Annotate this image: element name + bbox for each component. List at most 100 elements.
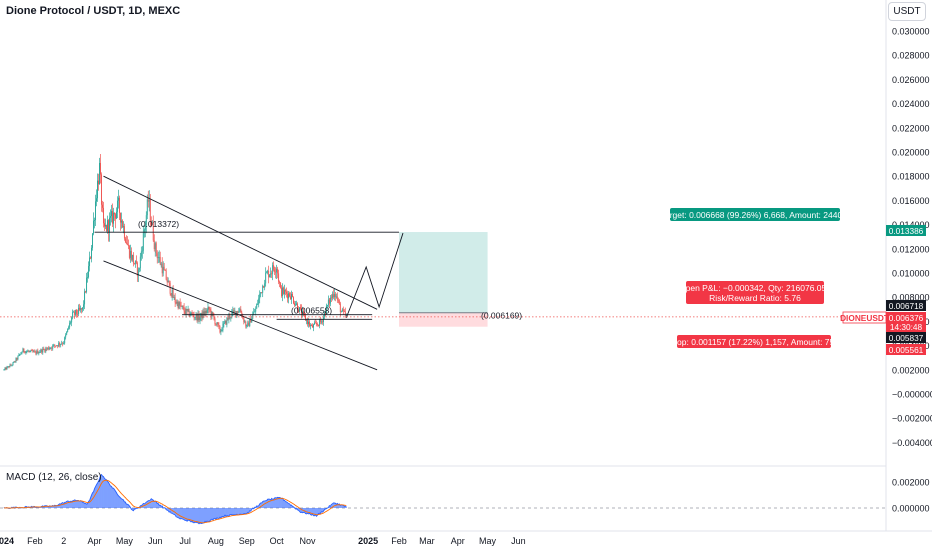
candle-body — [182, 305, 184, 308]
candle-body — [319, 319, 321, 322]
currency-button[interactable]: USDT — [888, 2, 926, 21]
price-badge-label: 0.013386 — [889, 226, 924, 236]
candle-body — [220, 330, 222, 333]
candle-body — [61, 343, 63, 345]
candle-body — [239, 309, 241, 312]
candle-body — [227, 317, 229, 320]
candle-body — [320, 321, 322, 323]
candle-body — [329, 297, 331, 304]
candle-body — [166, 279, 168, 283]
candle-body — [139, 256, 141, 269]
candle-body — [263, 285, 265, 288]
candle-body — [121, 220, 123, 228]
price-tick-label: −0.000000 — [892, 390, 932, 400]
stop-label-bg — [677, 335, 831, 348]
candle-body — [33, 351, 35, 353]
candle-body — [162, 266, 164, 274]
candle-body — [73, 311, 75, 313]
candle-body — [172, 289, 174, 298]
candle-body — [315, 322, 317, 325]
candle-body — [209, 309, 211, 311]
candle-body — [250, 318, 252, 323]
candle-body — [24, 351, 26, 353]
macd-line — [3, 473, 347, 525]
price-tick-label: 0.012000 — [892, 244, 930, 254]
candle-body — [145, 215, 147, 226]
candle-body — [163, 266, 165, 271]
candle-body — [111, 211, 112, 217]
time-axis-label: 2025 — [358, 536, 378, 546]
candle-body — [215, 324, 217, 325]
open-label-line1: Open P&L: −0.000342, Qty: 216076.059 — [679, 283, 831, 293]
candle-body — [296, 303, 297, 305]
candle-body — [269, 274, 271, 278]
candle-body — [178, 302, 180, 309]
candle-body — [7, 366, 9, 368]
price-tick-label: 0.020000 — [892, 148, 930, 158]
candle-body — [62, 343, 64, 345]
candle-body — [333, 294, 335, 298]
candle-body — [193, 315, 195, 318]
candle-body — [167, 280, 169, 283]
candle-body — [65, 334, 67, 338]
candle-body — [49, 348, 51, 350]
candle-body — [170, 293, 172, 296]
candle-body — [341, 309, 343, 312]
candle-body — [141, 250, 143, 252]
candle-body — [94, 220, 95, 221]
candle-body — [159, 256, 161, 265]
target-label: Target: 0.006668 (99.26%) 6,668, Amount:… — [661, 210, 850, 220]
candle-body — [130, 250, 132, 260]
price-tick-label: 0.028000 — [892, 51, 930, 61]
candle-body — [168, 280, 170, 283]
candle-body — [132, 254, 134, 264]
candle-body — [58, 342, 60, 347]
candle-body — [42, 348, 44, 353]
candle-body — [331, 294, 333, 299]
candle-body — [19, 354, 21, 355]
candle-body — [287, 293, 289, 299]
candle-body — [14, 361, 16, 363]
candle-body — [45, 348, 47, 352]
candle-body — [160, 263, 162, 265]
candle-body — [219, 326, 221, 333]
candle-body — [120, 220, 122, 223]
candle-body — [197, 313, 199, 321]
candle-body — [187, 309, 189, 311]
candle-body — [112, 211, 113, 224]
candle-body — [337, 299, 339, 301]
candle-body — [308, 321, 309, 325]
candle-body — [152, 222, 154, 241]
price-tick-label: 0.008000 — [892, 293, 930, 303]
candle-body — [129, 250, 131, 258]
candle-body — [214, 318, 216, 325]
candle-body — [299, 307, 300, 312]
candle-body — [289, 293, 291, 297]
candle-body — [302, 310, 303, 316]
price-tick-label: 0.030000 — [892, 27, 930, 37]
trend-line — [103, 175, 378, 310]
candle-body — [156, 253, 158, 259]
price-badge-bg — [886, 332, 926, 343]
candle-body — [64, 337, 66, 344]
candle-body — [345, 315, 347, 316]
candle-body — [44, 349, 46, 352]
candle-body — [230, 316, 232, 318]
candle-body — [110, 216, 111, 218]
candle-body — [249, 318, 251, 327]
candle-body — [100, 162, 101, 175]
candle-body — [74, 311, 76, 315]
candle-body — [246, 324, 248, 327]
candle-body — [174, 297, 176, 303]
open-label-line2: Risk/Reward Ratio: 5.76 — [709, 293, 801, 303]
candle-body — [107, 220, 108, 231]
candle-body — [9, 364, 11, 368]
candle-body — [86, 277, 88, 292]
stop-label: Stop: 0.001157 (17.22%) 1,157, Amount: 7… — [669, 337, 839, 347]
candle-body — [109, 217, 110, 233]
candle-body — [10, 364, 12, 366]
candle-body — [128, 245, 130, 258]
candle-body — [312, 325, 313, 328]
candle-body — [305, 315, 306, 321]
price-badge-bg — [886, 225, 926, 236]
